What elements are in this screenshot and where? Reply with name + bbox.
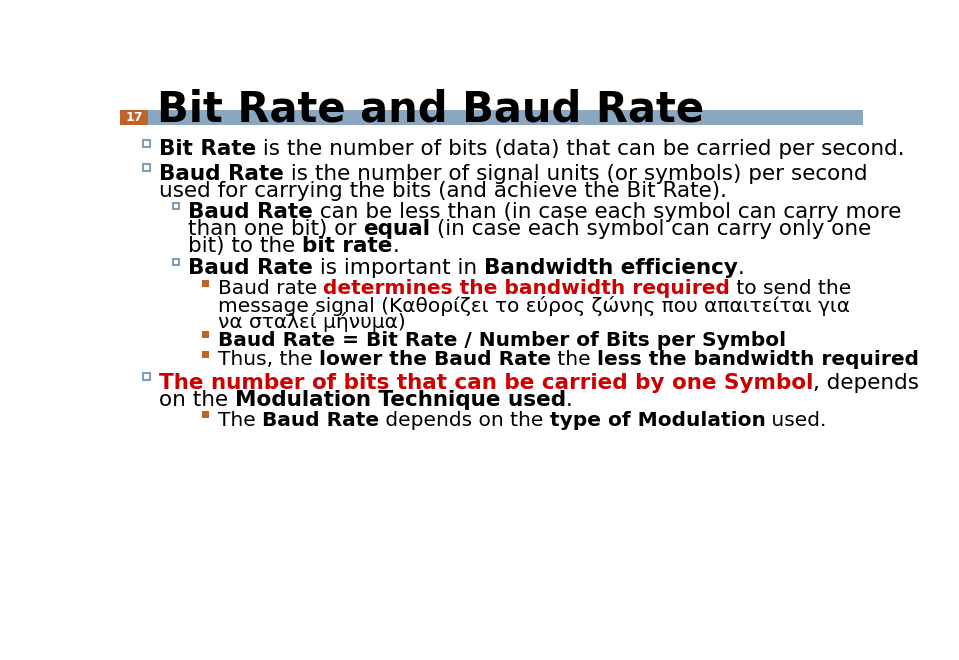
Text: bit) to the: bit) to the — [188, 236, 302, 256]
Text: Thus, the: Thus, the — [218, 350, 318, 369]
Text: (in case each symbol can carry only one: (in case each symbol can carry only one — [431, 219, 872, 240]
Text: the: the — [550, 350, 596, 369]
Bar — [201, 350, 209, 358]
Text: equal: equal — [363, 219, 431, 240]
Bar — [120, 110, 148, 125]
Text: Baud Rate: Baud Rate — [158, 164, 284, 184]
Text: Baud Rate: Baud Rate — [262, 411, 379, 430]
Text: Baud Rate: Baud Rate — [188, 258, 313, 278]
Bar — [143, 140, 150, 147]
Text: is the number of bits (data) that can be carried per second.: is the number of bits (data) that can be… — [256, 139, 904, 159]
Text: used for carrying the bits (and achieve the Bit Rate).: used for carrying the bits (and achieve … — [158, 181, 727, 201]
Text: used.: used. — [765, 411, 827, 430]
Text: message signal (Καθορίζει το εύρος ζώνης που απαιτείται για: message signal (Καθορίζει το εύρος ζώνης… — [218, 296, 850, 315]
Text: .: . — [392, 236, 400, 256]
Text: Baud rate: Baud rate — [218, 279, 323, 298]
Bar — [201, 280, 209, 286]
Text: Modulation Technique used: Modulation Technique used — [235, 389, 566, 409]
Text: determines the bandwidth required: determines the bandwidth required — [323, 279, 730, 298]
Text: on the: on the — [158, 389, 235, 409]
Text: να σταλεί μήνυμα): να σταλεί μήνυμα) — [218, 312, 406, 332]
Bar — [173, 259, 178, 265]
Text: less the bandwidth required: less the bandwidth required — [596, 350, 919, 369]
Text: Bit Rate and Baud Rate: Bit Rate and Baud Rate — [157, 88, 704, 131]
Bar — [143, 373, 150, 380]
Bar — [201, 411, 209, 418]
Text: .: . — [737, 258, 745, 278]
Text: bit rate: bit rate — [302, 236, 392, 256]
Bar — [173, 203, 178, 209]
Text: to send the: to send the — [730, 279, 852, 298]
Bar — [120, 110, 863, 125]
Text: Baud Rate = Bit Rate / Number of Bits per Symbol: Baud Rate = Bit Rate / Number of Bits pe… — [218, 331, 785, 350]
Text: , depends: , depends — [813, 372, 919, 393]
Text: type of Modulation: type of Modulation — [550, 411, 765, 430]
Text: The number of bits that can be carried by one Symbol: The number of bits that can be carried b… — [158, 372, 813, 393]
Text: is the number of signal units (or symbols) per second: is the number of signal units (or symbol… — [284, 164, 867, 184]
Text: lower the Baud Rate: lower the Baud Rate — [318, 350, 550, 369]
Bar — [143, 164, 150, 171]
Text: than one bit) or: than one bit) or — [188, 219, 363, 240]
Text: Baud Rate: Baud Rate — [188, 203, 313, 222]
Text: Bandwidth efficiency: Bandwidth efficiency — [484, 258, 737, 278]
Text: 17: 17 — [125, 111, 143, 124]
Text: depends on the: depends on the — [379, 411, 550, 430]
Bar — [201, 331, 209, 339]
Text: can be less than (in case each symbol can carry more: can be less than (in case each symbol ca… — [313, 203, 901, 222]
Text: .: . — [566, 389, 573, 409]
Text: Bit Rate: Bit Rate — [158, 139, 256, 159]
Text: is important in: is important in — [313, 258, 484, 278]
Text: The: The — [218, 411, 262, 430]
